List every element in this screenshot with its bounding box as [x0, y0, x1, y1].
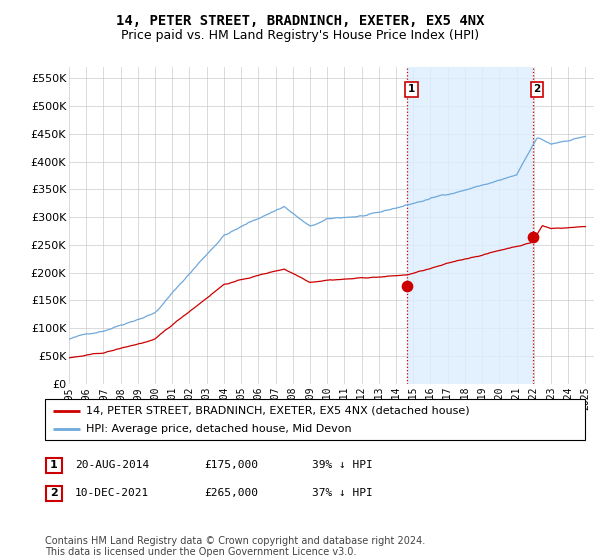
Text: 1: 1	[408, 85, 415, 94]
Text: Price paid vs. HM Land Registry's House Price Index (HPI): Price paid vs. HM Land Registry's House …	[121, 29, 479, 42]
Point	[402, 282, 412, 291]
FancyBboxPatch shape	[46, 458, 62, 473]
Text: 14, PETER STREET, BRADNINCH, EXETER, EX5 4NX (detached house): 14, PETER STREET, BRADNINCH, EXETER, EX5…	[86, 405, 469, 416]
Text: 14, PETER STREET, BRADNINCH, EXETER, EX5 4NX: 14, PETER STREET, BRADNINCH, EXETER, EX5…	[116, 14, 484, 28]
Text: Contains HM Land Registry data © Crown copyright and database right 2024.
This d: Contains HM Land Registry data © Crown c…	[45, 535, 425, 557]
Text: 2: 2	[50, 488, 58, 498]
Bar	[407, 67, 533, 384]
Text: HPI: Average price, detached house, Mid Devon: HPI: Average price, detached house, Mid …	[86, 424, 351, 434]
FancyBboxPatch shape	[46, 486, 62, 501]
Text: £265,000: £265,000	[204, 488, 258, 498]
Text: 37% ↓ HPI: 37% ↓ HPI	[312, 488, 373, 498]
Text: 10-DEC-2021: 10-DEC-2021	[75, 488, 149, 498]
Text: 1: 1	[50, 460, 58, 470]
Text: 20-AUG-2014: 20-AUG-2014	[75, 460, 149, 470]
Text: 39% ↓ HPI: 39% ↓ HPI	[312, 460, 373, 470]
Text: 2: 2	[533, 85, 541, 94]
Text: £175,000: £175,000	[204, 460, 258, 470]
Point	[528, 232, 538, 241]
